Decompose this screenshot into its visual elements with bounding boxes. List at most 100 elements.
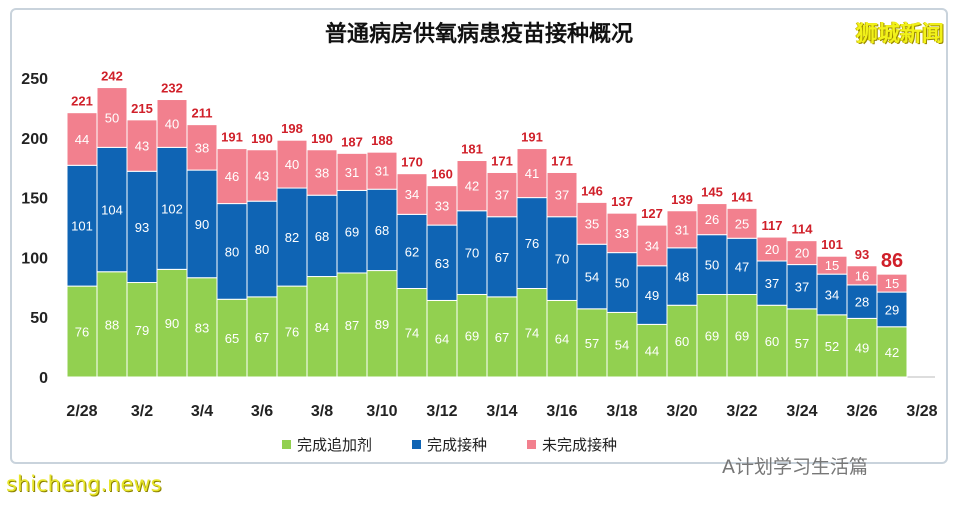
data-label: 74 [405, 326, 419, 341]
x-tick-label: 3/12 [426, 403, 457, 420]
bar-segment-3 [576, 201, 608, 245]
bar-segment-3 [66, 112, 98, 166]
x-tick-label: 3/2 [131, 403, 153, 420]
x-tick-label: 3/22 [726, 403, 757, 420]
total-label: 137 [611, 194, 633, 209]
data-label: 37 [555, 188, 569, 203]
data-label: 87 [345, 318, 359, 333]
total-label: 215 [131, 101, 153, 116]
legend-swatch [282, 440, 291, 449]
data-label: 90 [165, 316, 179, 331]
y-tick-label: 100 [21, 250, 48, 267]
data-label: 31 [675, 222, 689, 237]
data-label: 76 [525, 236, 539, 251]
total-label: 139 [671, 192, 693, 207]
data-label: 33 [615, 226, 629, 241]
total-label: 211 [192, 106, 213, 121]
legend-swatch [527, 440, 537, 449]
legend: 完成追加剂 完成接种 未完成接种 [282, 434, 617, 455]
total-label: 221 [71, 94, 93, 109]
data-label: 37 [495, 188, 509, 203]
total-label: 160 [431, 167, 453, 182]
data-label: 60 [765, 334, 779, 349]
data-label: 69 [735, 329, 749, 344]
data-label: 48 [675, 270, 689, 285]
data-label: 16 [855, 268, 869, 283]
bar-segment-3 [366, 151, 398, 190]
bar-segment-2 [246, 200, 278, 298]
data-label: 67 [495, 330, 509, 345]
bar-segment-2 [726, 237, 758, 295]
data-label: 70 [465, 246, 479, 261]
data-label: 82 [285, 230, 299, 245]
bar-segment-2 [576, 243, 608, 310]
bar-segment-1 [306, 276, 338, 378]
data-label: 57 [795, 336, 809, 351]
bar-segment-1 [816, 314, 848, 378]
bar-segment-2 [426, 224, 458, 301]
total-label: 86 [881, 250, 903, 272]
data-label: 20 [795, 246, 809, 261]
x-tick-label: 3/24 [786, 403, 817, 420]
bar-segment-3 [876, 273, 908, 293]
legend-label: 完成接种 [427, 436, 488, 454]
bar-segment-1 [546, 299, 578, 378]
bar-segment-3 [456, 160, 488, 212]
bar-segment-3 [396, 173, 428, 215]
data-label: 69 [705, 329, 719, 344]
bar-segment-2 [336, 189, 368, 274]
legend-swatch [412, 440, 422, 449]
bar-segment-2 [666, 247, 698, 306]
y-tick-label: 150 [21, 191, 48, 208]
bar-segment-3 [156, 99, 188, 148]
data-label: 83 [195, 320, 209, 335]
bar-segment-1 [456, 293, 488, 378]
data-label: 88 [105, 317, 119, 332]
bar-segment-1 [486, 296, 518, 378]
bar-segment-2 [276, 187, 308, 287]
data-label: 50 [105, 110, 119, 125]
data-label: 89 [375, 317, 389, 332]
data-label: 47 [735, 259, 749, 274]
data-label: 35 [585, 216, 599, 231]
total-label: 242 [101, 69, 123, 84]
x-tick-label: 3/6 [251, 403, 273, 420]
data-label: 15 [825, 258, 839, 273]
data-label: 54 [585, 270, 599, 285]
data-label: 38 [195, 140, 209, 155]
y-tick-label: 50 [30, 310, 48, 327]
data-label: 44 [75, 132, 89, 147]
data-label: 42 [885, 345, 899, 360]
data-label: 67 [495, 250, 509, 265]
bar-segment-2 [636, 265, 668, 325]
bar-segment-3 [276, 139, 308, 189]
data-label: 90 [195, 217, 209, 232]
bar-segment-1 [696, 293, 728, 378]
data-label: 84 [315, 320, 329, 335]
total-label: 171 [551, 153, 573, 168]
total-label: 117 [762, 218, 783, 233]
x-tick-label: 3/20 [666, 403, 697, 420]
total-label: 198 [281, 121, 303, 136]
total-label: 190 [311, 131, 333, 146]
total-label: 187 [341, 134, 363, 149]
bar-segment-1 [636, 323, 668, 378]
total-label: 232 [161, 81, 183, 96]
total-label: 188 [371, 133, 393, 148]
y-tick-label: 200 [21, 131, 48, 148]
legend-label: 未完成接种 [542, 436, 618, 454]
total-label: 191 [521, 130, 543, 145]
data-label: 40 [165, 116, 179, 131]
data-label: 38 [315, 165, 329, 180]
bar-segment-3 [126, 119, 158, 172]
bar-segment-1 [246, 296, 278, 378]
data-label: 49 [645, 288, 659, 303]
data-label: 67 [255, 330, 269, 345]
total-label: 114 [792, 222, 814, 237]
bar-segment-1 [426, 299, 458, 378]
total-label: 101 [821, 237, 843, 252]
total-label: 93 [855, 247, 869, 262]
bar-segment-2 [456, 210, 488, 295]
bar-segment-3 [186, 124, 218, 171]
